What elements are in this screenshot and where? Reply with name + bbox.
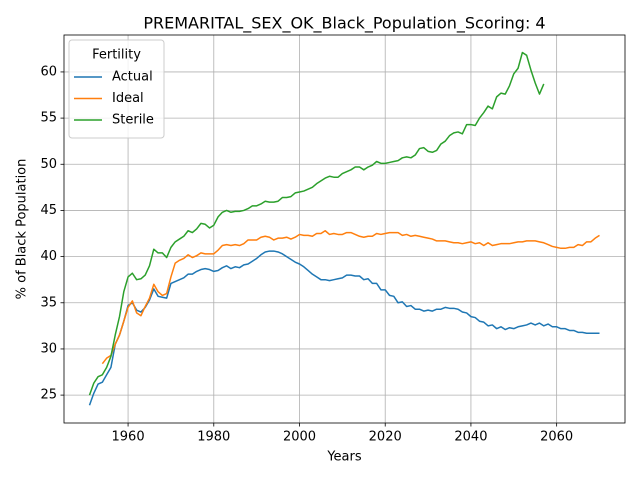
x-tick-label: 2000	[283, 430, 316, 445]
y-axis-label: % of Black Population	[15, 159, 30, 300]
legend-label: Ideal	[112, 91, 144, 106]
x-tick-label: 2020	[369, 430, 402, 445]
x-axis-label: Years	[326, 450, 362, 465]
y-tick-label: 55	[40, 111, 57, 126]
series-line	[88, 51, 545, 396]
legend-label: Sterile	[112, 113, 154, 128]
y-tick-label: 35	[40, 295, 57, 310]
x-tick-label: 2040	[454, 430, 487, 445]
legend-title: Fertility	[92, 48, 141, 63]
chart-title: PREMARITAL_SEX_OK_Black_Population_Scori…	[143, 14, 545, 34]
x-tick-label: 2060	[540, 430, 573, 445]
y-tick-label: 25	[40, 388, 57, 403]
plot-frame	[63, 34, 626, 424]
legend-box	[68, 39, 165, 139]
y-tick-label: 30	[40, 341, 57, 356]
y-tick-label: 60	[40, 64, 57, 79]
series-line	[88, 250, 600, 406]
y-tick-label: 40	[40, 249, 57, 264]
x-tick-label: 1960	[112, 430, 145, 445]
legend-label: Actual	[112, 70, 153, 85]
x-tick-label: 1980	[197, 430, 230, 445]
legend: Fertility Actual Ideal Sterile	[68, 39, 165, 139]
series-line	[101, 230, 600, 365]
y-tick-label: 45	[40, 203, 57, 218]
y-tick-label: 50	[40, 157, 57, 172]
